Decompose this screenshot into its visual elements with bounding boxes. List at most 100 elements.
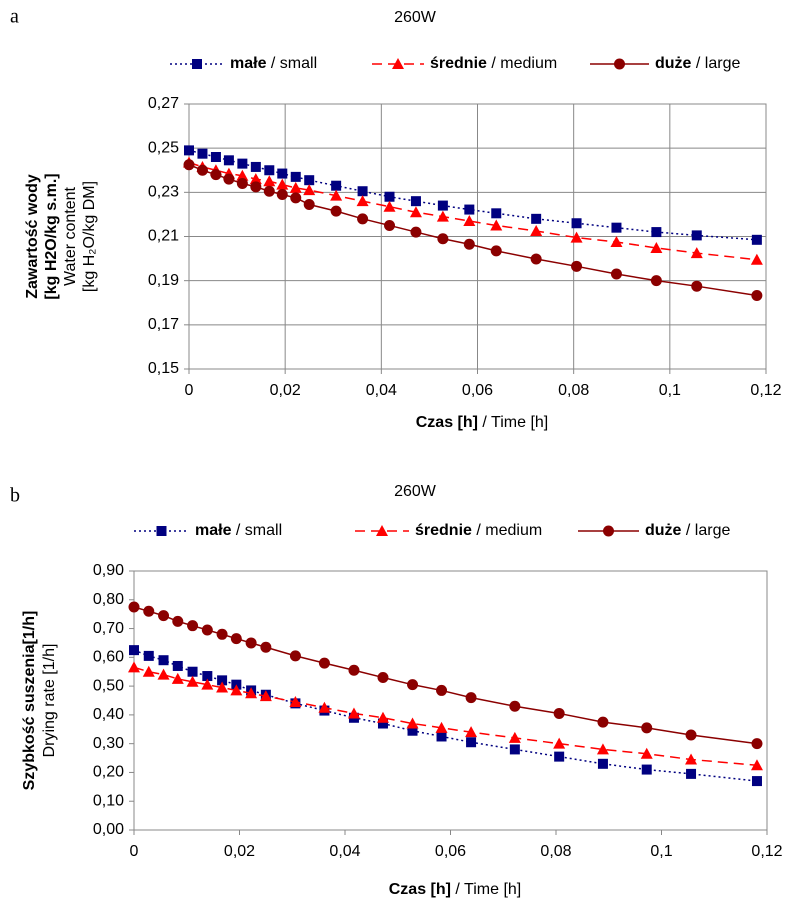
marker	[210, 169, 222, 181]
marker	[463, 238, 475, 250]
legend-marker	[156, 526, 167, 536]
marker	[249, 173, 262, 185]
marker	[245, 687, 258, 699]
marker	[264, 165, 275, 176]
marker	[357, 213, 369, 225]
marker	[348, 664, 360, 676]
marker	[330, 205, 342, 217]
x-tick-label: 0,02	[224, 843, 255, 860]
marker	[436, 210, 449, 222]
marker	[436, 731, 447, 742]
legend-label: duże / large	[645, 522, 730, 539]
x-tick-label: 0	[130, 843, 139, 860]
y-axis-label: Zawartość wody	[24, 174, 41, 299]
chart-title: 260W	[394, 483, 437, 500]
marker	[276, 189, 288, 201]
marker	[571, 218, 582, 229]
marker	[377, 671, 389, 683]
marker	[650, 241, 663, 253]
marker	[129, 645, 139, 656]
x-tick-label: 0,1	[659, 382, 681, 399]
x-tick-label: 0,02	[270, 382, 301, 399]
y-tick-label: 0,90	[93, 562, 124, 579]
y-tick-label: 0,20	[93, 764, 124, 781]
legend-label: małe / small	[230, 55, 317, 72]
marker	[553, 707, 565, 719]
series-line	[133, 649, 758, 782]
y-tick-label: 0,21	[148, 228, 179, 245]
y-axis-label: Drying rate [1/h]	[41, 644, 58, 758]
marker	[610, 268, 622, 280]
marker	[466, 737, 477, 748]
marker	[142, 665, 155, 677]
marker	[290, 192, 302, 204]
marker	[491, 208, 502, 219]
marker	[691, 230, 702, 241]
marker	[236, 178, 248, 189]
legend-marker	[392, 58, 404, 69]
marker	[691, 280, 703, 292]
y-tick-label: 0,80	[93, 591, 124, 608]
marker	[245, 637, 257, 649]
series-line	[188, 149, 757, 241]
marker	[685, 729, 697, 741]
marker	[570, 231, 583, 243]
y-tick-label: 0,23	[148, 184, 179, 201]
marker	[223, 155, 234, 166]
x-tick-label: 0,06	[435, 843, 466, 860]
marker	[143, 650, 154, 661]
marker	[611, 222, 622, 233]
marker	[377, 718, 388, 729]
y-tick-label: 0,19	[148, 272, 179, 289]
marker	[490, 219, 503, 231]
y-tick-label: 0,70	[93, 620, 124, 637]
marker	[410, 196, 421, 207]
marker	[330, 189, 343, 201]
panel-label: b	[10, 485, 20, 507]
x-tick-label: 0,08	[558, 382, 589, 399]
x-tick-label: 0	[185, 382, 194, 399]
marker	[304, 175, 315, 186]
marker	[318, 657, 330, 669]
marker	[217, 675, 228, 686]
marker	[331, 180, 342, 191]
marker	[202, 671, 213, 682]
marker	[641, 722, 653, 734]
y-tick-label: 0,00	[93, 821, 124, 838]
marker	[303, 184, 316, 196]
x-tick-label: 0,04	[366, 382, 397, 399]
marker	[435, 721, 448, 733]
y-axis-label: [kg H₂O/kg DM]	[81, 181, 98, 292]
marker	[571, 260, 583, 272]
marker	[409, 206, 422, 218]
marker	[410, 226, 422, 238]
marker	[128, 601, 140, 613]
marker	[197, 148, 208, 159]
marker	[183, 159, 195, 171]
marker	[223, 173, 235, 185]
marker	[171, 672, 184, 684]
marker	[641, 764, 652, 775]
marker	[250, 161, 261, 172]
marker	[187, 666, 198, 677]
marker	[685, 753, 698, 765]
marker	[508, 731, 521, 743]
marker	[143, 605, 155, 617]
marker	[530, 253, 542, 265]
marker	[383, 200, 396, 212]
y-axis-label: [kg H2O/kg s.m.]	[43, 173, 60, 299]
marker	[237, 158, 248, 169]
y-tick-label: 0,60	[93, 649, 124, 666]
marker	[640, 747, 653, 759]
marker	[553, 737, 566, 749]
plot-area	[133, 570, 768, 831]
marker	[610, 236, 623, 248]
x-axis-label: Czas [h] / Time [h]	[389, 881, 521, 898]
x-tick-label: 0,1	[650, 843, 672, 860]
marker	[751, 289, 763, 301]
x-tick-label: 0,12	[750, 382, 781, 399]
marker	[210, 152, 221, 162]
legend-marker	[603, 525, 614, 537]
panel-label: a	[10, 6, 19, 28]
marker	[751, 234, 762, 245]
